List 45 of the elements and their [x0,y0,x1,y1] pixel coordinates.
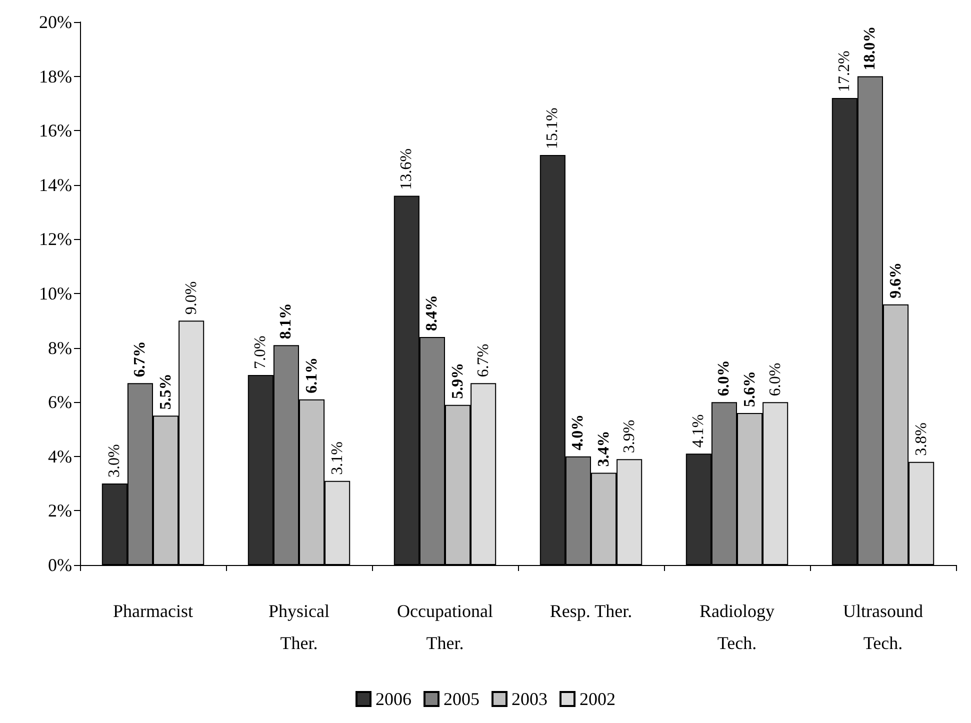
y-tick-label: 0% [48,555,72,575]
y-tick-label: 4% [48,446,72,466]
y-tick-label: 14% [39,174,72,195]
data-label: 8.4% [424,294,441,331]
data-label: 6.1% [303,357,320,394]
data-label: 3.4% [595,430,612,467]
x-tick-label: Ultrasound Tech. [843,601,923,653]
data-label: 5.9% [449,362,466,399]
x-tick-label: Resp. Ther. [550,601,632,621]
data-label: 5.5% [157,374,174,410]
data-label: 9.0% [182,281,200,315]
data-label: 6.7% [132,341,149,378]
y-tick-label: 18% [39,66,72,86]
data-label: 6.0% [716,360,733,396]
data-label: 8.1% [278,303,295,340]
data-label: 5.6% [741,370,758,407]
data-label: 17.2% [836,50,854,92]
data-label: 4.0% [570,414,587,450]
data-label: 6.0% [766,362,784,396]
data-label: 9.6% [887,262,904,298]
data-label: 3.9% [620,420,638,454]
data-label: 18.0% [862,26,879,70]
legend-label: 2003 [512,689,548,709]
data-label: 4.1% [690,414,708,448]
data-label: 3.0% [106,444,124,478]
legend-label: 2002 [580,689,616,709]
x-tick-label: Pharmacist [113,601,193,621]
x-tick-label: Occupational Ther. [397,601,493,653]
data-label: 6.7% [474,344,492,378]
legend-label: 2005 [444,689,480,709]
data-label: 13.6% [398,148,416,190]
data-label: 15.1% [544,108,562,150]
y-tick-label: 20% [39,12,72,32]
y-tick-label: 6% [48,392,72,412]
y-tick-label: 10% [39,284,72,304]
x-tick-label: Radiology Tech. [700,601,774,653]
data-label: 3.8% [912,422,930,456]
x-tick-label: Physical Ther. [268,601,330,653]
data-label: 7.0% [252,336,270,369]
y-tick-label: 12% [39,229,72,250]
legend-label: 2006 [376,689,412,709]
y-tick-label: 2% [48,500,72,521]
data-label: 3.1% [328,442,346,475]
y-tick-label: 8% [48,338,72,358]
y-tick-label: 16% [39,120,72,141]
